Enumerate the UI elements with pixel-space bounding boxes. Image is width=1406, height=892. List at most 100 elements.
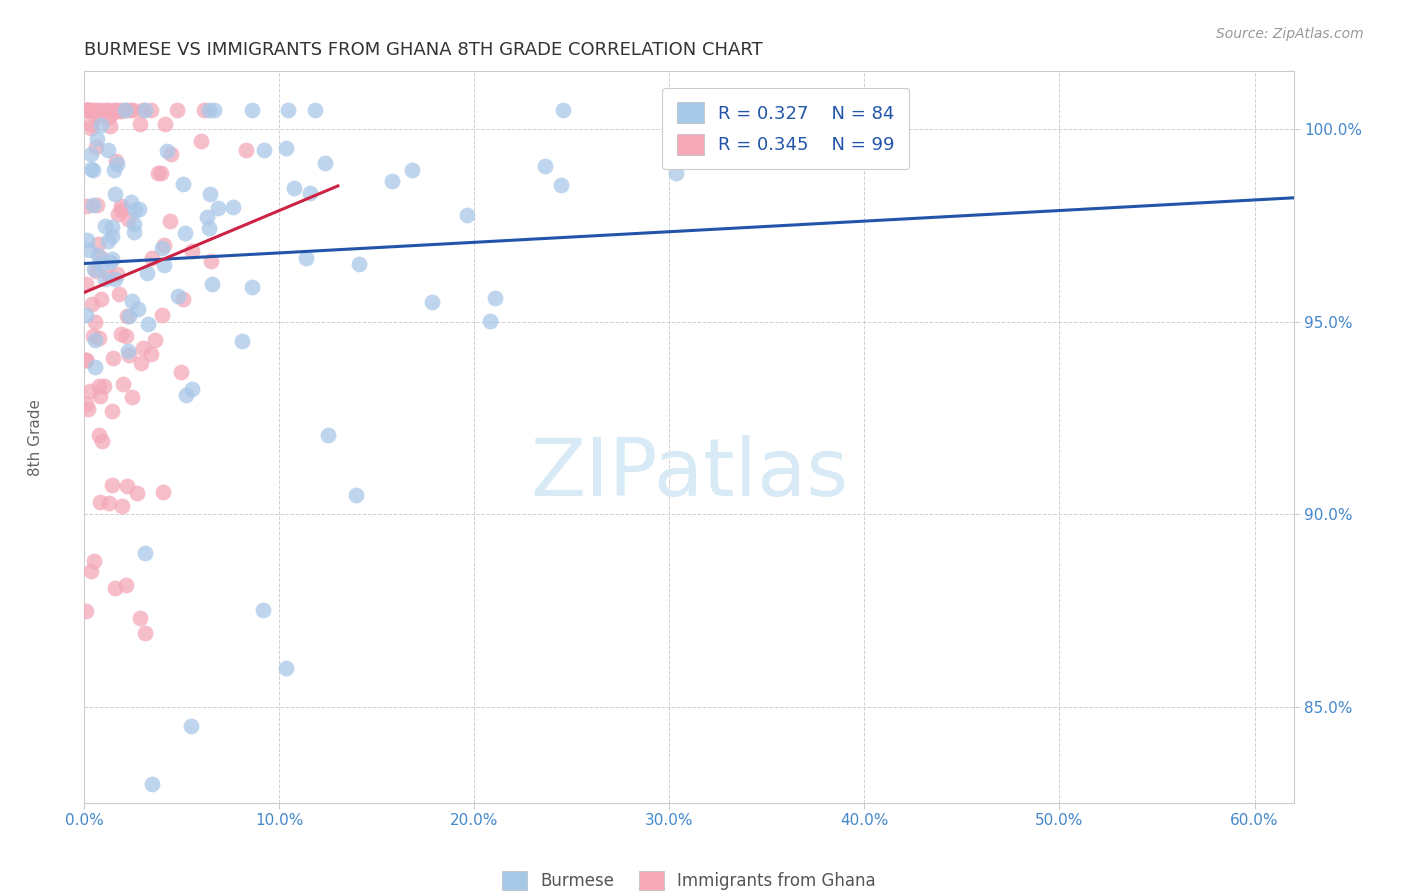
- Point: [153, 238, 176, 252]
- Point: [104, 154, 127, 169]
- Point: [242, 103, 264, 117]
- Text: 8th Grade: 8th Grade: [28, 399, 44, 475]
- Point: [129, 611, 152, 625]
- Point: [181, 382, 204, 396]
- Point: [207, 201, 229, 215]
- Point: [110, 103, 132, 117]
- Point: [283, 181, 305, 195]
- Point: [83, 553, 105, 567]
- Point: [551, 103, 574, 117]
- Point: [87, 379, 110, 393]
- Point: [76, 103, 98, 117]
- Point: [139, 103, 162, 117]
- Point: [314, 156, 336, 170]
- Point: [76, 402, 98, 417]
- Point: [115, 479, 138, 493]
- Point: [150, 308, 173, 322]
- Point: [90, 434, 112, 449]
- Point: [344, 488, 367, 502]
- Point: [110, 203, 132, 218]
- Point: [83, 262, 105, 277]
- Point: [134, 103, 156, 117]
- Point: [143, 333, 166, 347]
- Point: [110, 199, 132, 213]
- Point: [115, 309, 138, 323]
- Point: [304, 103, 326, 117]
- Point: [141, 347, 163, 361]
- Point: [252, 603, 274, 617]
- Legend: Burmese, Immigrants from Ghana: Burmese, Immigrants from Ghana: [494, 863, 884, 892]
- Point: [131, 103, 153, 117]
- Point: [77, 103, 100, 117]
- Point: [79, 384, 101, 398]
- Point: [89, 494, 111, 508]
- Point: [197, 220, 219, 235]
- Point: [103, 103, 125, 117]
- Point: [153, 117, 176, 131]
- Point: [98, 119, 121, 133]
- Point: [91, 257, 114, 271]
- Point: [90, 118, 112, 132]
- Point: [124, 202, 146, 217]
- Point: [86, 103, 108, 117]
- Point: [134, 626, 156, 640]
- Point: [401, 163, 423, 178]
- Point: [117, 344, 139, 359]
- Point: [90, 292, 112, 306]
- Point: [479, 314, 502, 328]
- Point: [166, 288, 188, 302]
- Point: [82, 198, 104, 212]
- Point: [79, 564, 101, 578]
- Point: [75, 308, 97, 322]
- Point: [117, 212, 139, 227]
- Point: [152, 258, 174, 272]
- Point: [141, 251, 163, 265]
- Point: [235, 144, 257, 158]
- Point: [181, 244, 204, 259]
- Point: [298, 186, 321, 200]
- Point: [198, 103, 221, 117]
- Point: [96, 143, 118, 157]
- Point: [129, 117, 152, 131]
- Point: [456, 208, 478, 222]
- Text: BURMESE VS IMMIGRANTS FROM GHANA 8TH GRADE CORRELATION CHART: BURMESE VS IMMIGRANTS FROM GHANA 8TH GRA…: [84, 41, 763, 59]
- Point: [114, 103, 136, 117]
- Point: [316, 427, 339, 442]
- Point: [152, 485, 174, 500]
- Point: [84, 315, 107, 329]
- Point: [141, 776, 163, 790]
- Point: [80, 147, 103, 161]
- Point: [84, 263, 107, 277]
- Point: [274, 141, 297, 155]
- Point: [89, 389, 111, 403]
- Point: [110, 104, 132, 119]
- Point: [381, 174, 404, 188]
- Point: [83, 333, 105, 347]
- Point: [101, 229, 124, 244]
- Point: [115, 577, 138, 591]
- Point: [101, 252, 124, 267]
- Point: [103, 103, 125, 117]
- Point: [96, 103, 118, 117]
- Point: [75, 352, 97, 367]
- Point: [111, 377, 134, 392]
- Point: [87, 237, 110, 252]
- Point: [82, 329, 104, 343]
- Point: [484, 291, 506, 305]
- Point: [120, 194, 142, 209]
- Point: [150, 241, 173, 255]
- Point: [135, 266, 157, 280]
- Point: [202, 103, 225, 117]
- Point: [90, 251, 112, 265]
- Point: [97, 103, 120, 117]
- Point: [84, 360, 107, 375]
- Point: [77, 243, 100, 257]
- Point: [80, 297, 103, 311]
- Point: [198, 186, 221, 201]
- Point: [101, 351, 124, 365]
- Point: [422, 294, 444, 309]
- Point: [240, 279, 263, 293]
- Point: [82, 162, 104, 177]
- Point: [276, 661, 298, 675]
- Point: [75, 397, 97, 411]
